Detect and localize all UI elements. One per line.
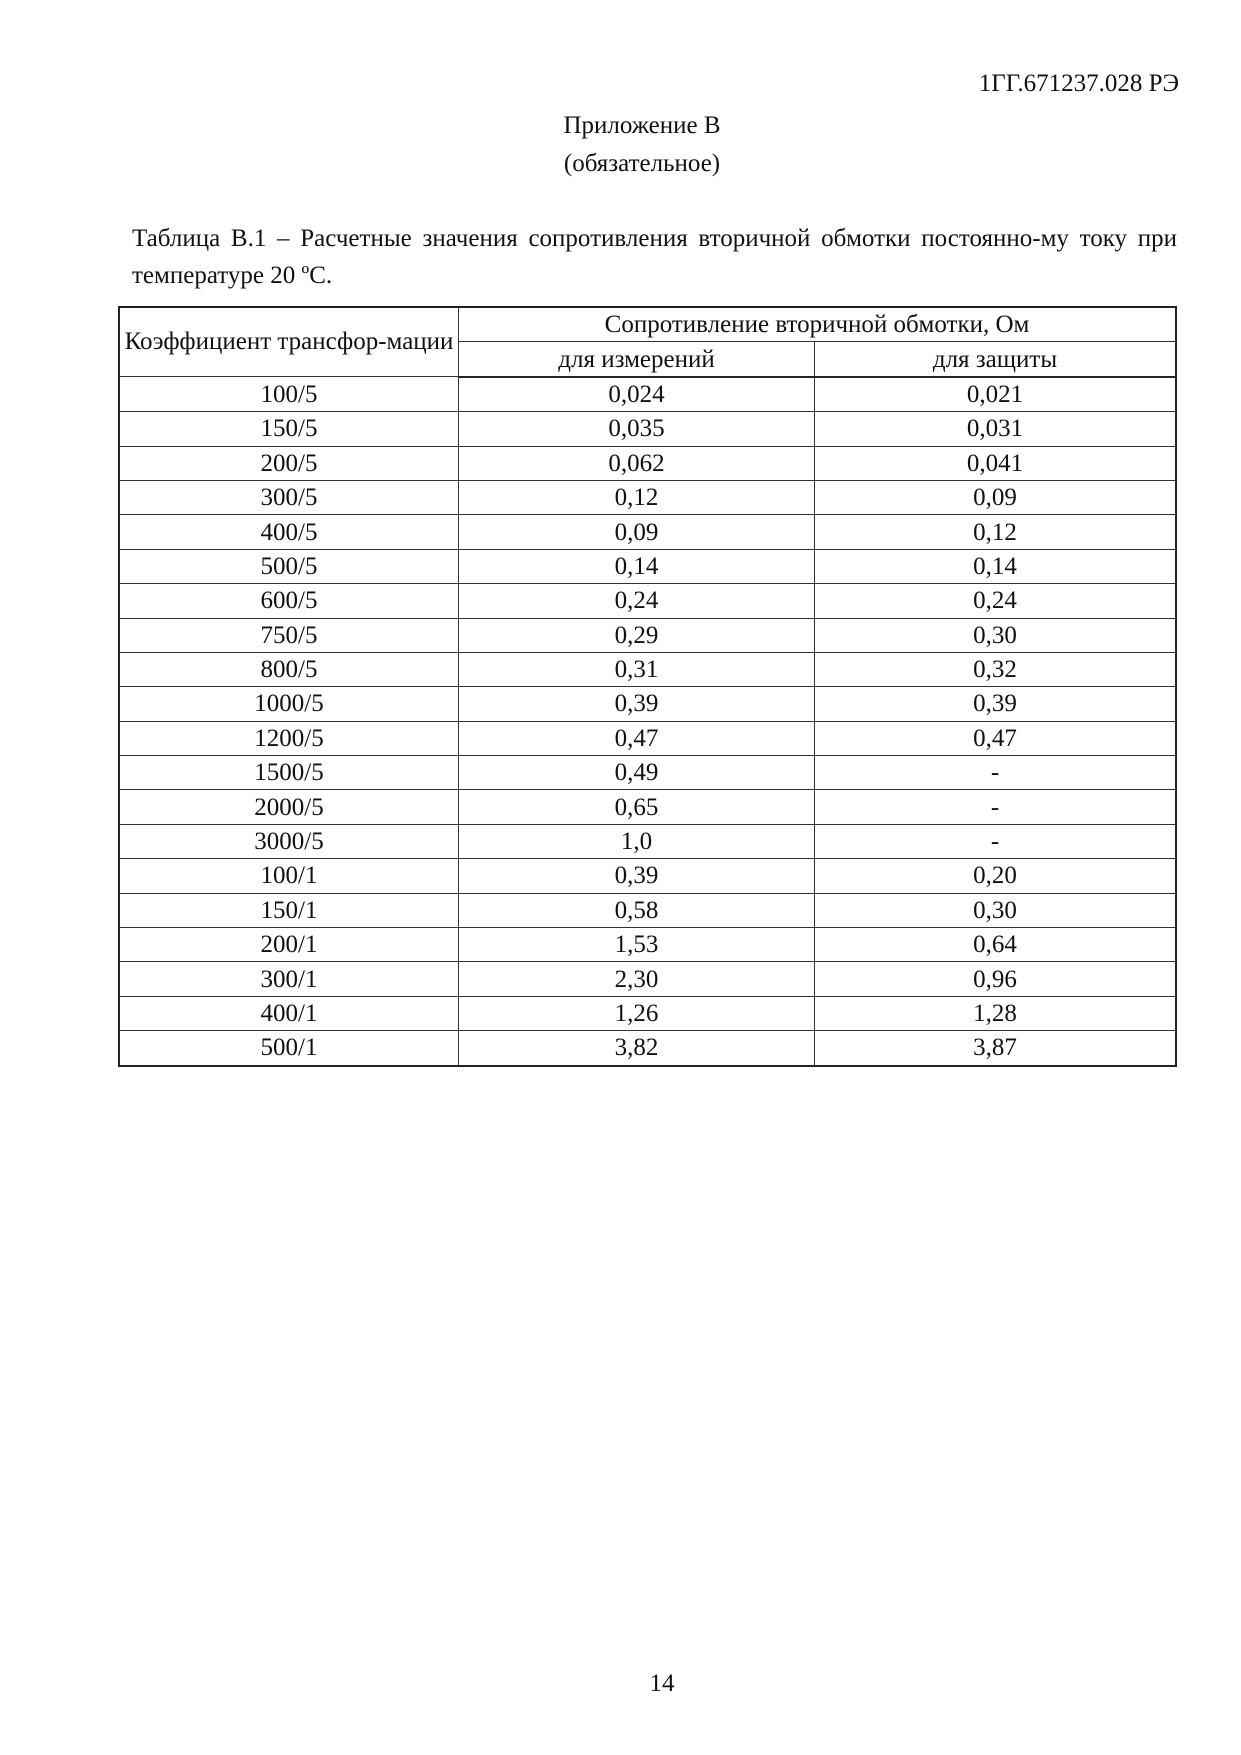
cell-measurement: 0,035 [458, 411, 815, 447]
resistance-table: Коэффициент трансфор-мации Сопротивление… [118, 306, 1177, 1067]
cell-protection: 0,031 [814, 411, 1177, 447]
cell-ratio: 750/5 [118, 617, 459, 653]
table-row: 500/1 3,82 3,87 [118, 1030, 1177, 1067]
table-row: 1200/5 0,47 0,47 [118, 720, 1177, 757]
column-header-protection: для защиты [814, 341, 1177, 378]
cell-measurement: 0,024 [458, 376, 815, 413]
table-row: 3000/5 1,0- [118, 823, 1177, 860]
cell-measurement: 1,0 [458, 823, 815, 860]
cell-protection: 0,14 [814, 548, 1177, 585]
cell-measurement: 0,24 [458, 583, 815, 619]
cell-measurement: 0,29 [458, 617, 815, 653]
table-row: 300/1 2,30 0,96 [118, 961, 1177, 997]
cell-protection: - [814, 823, 1177, 860]
cell-ratio: 800/5 [118, 651, 459, 688]
cell-ratio: 500/1 [118, 1030, 459, 1067]
cell-ratio: 1000/5 [118, 686, 459, 722]
table-row: 150/5 0,035 0,031 [118, 411, 1177, 447]
cell-protection: 0,30 [814, 617, 1177, 653]
cell-protection: 3,87 [814, 1030, 1177, 1067]
column-header-ratio: Коэффициент трансфор-мации [118, 306, 459, 378]
column-group-header-resistance: Сопротивление вторичной обмотки, Ом [458, 306, 1177, 343]
cell-measurement: 0,09 [458, 514, 815, 550]
cell-protection: 0,96 [814, 961, 1177, 997]
cell-ratio: 1500/5 [118, 755, 459, 791]
table-row: 100/5 0,024 0,021 [118, 376, 1177, 413]
column-header-measurement: для измерений [458, 341, 815, 378]
cell-measurement: 0,47 [458, 720, 815, 757]
cell-measurement: 0,14 [458, 548, 815, 585]
cell-protection: 0,041 [814, 445, 1177, 481]
cell-ratio: 3000/5 [118, 823, 459, 860]
cell-measurement: 2,30 [458, 961, 815, 997]
cell-protection: 0,09 [814, 479, 1177, 516]
cell-ratio: 2000/5 [118, 789, 459, 825]
cell-ratio: 150/5 [118, 411, 459, 447]
table-row: 100/1 0,39 0,20 [118, 858, 1177, 894]
page-number: 14 [649, 1670, 675, 1697]
table-row: 2000/5 0,65- [118, 789, 1177, 825]
cell-ratio: 1200/5 [118, 720, 459, 757]
cell-measurement: 0,65 [458, 789, 815, 825]
document-code: 1ГГ.671237.028 РЭ [978, 70, 1179, 97]
cell-ratio: 100/1 [118, 858, 459, 894]
cell-protection: 1,28 [814, 995, 1177, 1032]
cell-ratio: 300/1 [118, 961, 459, 997]
cell-protection: - [814, 789, 1177, 825]
table-row: 1500/5 0,49- [118, 755, 1177, 791]
table-row: 200/5 0,062 0,041 [118, 445, 1177, 481]
table-row: 150/1 0,58 0,30 [118, 892, 1177, 929]
cell-protection: 0,12 [814, 514, 1177, 550]
table-row: 500/5 0,14 0,14 [118, 548, 1177, 585]
cell-measurement: 0,12 [458, 479, 815, 516]
cell-ratio: 600/5 [118, 583, 459, 619]
cell-ratio: 200/1 [118, 927, 459, 963]
table-row: 800/5 0,31 0,32 [118, 651, 1177, 688]
cell-protection: - [814, 755, 1177, 791]
cell-protection: 0,39 [814, 686, 1177, 722]
cell-ratio: 400/5 [118, 514, 459, 550]
cell-measurement: 0,39 [458, 686, 815, 722]
table-row: 600/5 0,24 0,24 [118, 583, 1177, 619]
table-caption: Таблица В.1 – Расчетные значения сопроти… [132, 225, 1177, 289]
cell-protection: 0,021 [814, 376, 1177, 413]
cell-measurement: 0,58 [458, 892, 815, 929]
cell-ratio: 150/1 [118, 892, 459, 929]
cell-measurement: 1,26 [458, 995, 815, 1032]
cell-protection: 0,64 [814, 927, 1177, 963]
cell-measurement: 3,82 [458, 1030, 815, 1067]
appendix-title: Приложение В [563, 112, 721, 139]
cell-ratio: 500/5 [118, 548, 459, 585]
appendix-subtitle: (обязательное) [563, 150, 721, 177]
table-body: 100/5 0,024 0,021 150/5 0,035 0,031 200/5 0,062… [118, 376, 1177, 1067]
cell-ratio: 300/5 [118, 479, 459, 516]
cell-measurement: 1,53 [458, 927, 815, 963]
cell-protection: 0,32 [814, 651, 1177, 688]
cell-measurement: 0,31 [458, 651, 815, 688]
cell-measurement: 0,062 [458, 445, 815, 481]
cell-protection: 0,47 [814, 720, 1177, 757]
table-row: 1000/5 0,39 0,39 [118, 686, 1177, 722]
table-row: 400/5 0,09 0,12 [118, 514, 1177, 550]
cell-ratio: 400/1 [118, 995, 459, 1032]
cell-protection: 0,24 [814, 583, 1177, 619]
table-row: 200/1 1,53 0,64 [118, 927, 1177, 963]
cell-measurement: 0,39 [458, 858, 815, 894]
cell-ratio: 200/5 [118, 445, 459, 481]
cell-ratio: 100/5 [118, 376, 459, 413]
cell-measurement: 0,49 [458, 755, 815, 791]
table-row: 750/5 0,29 0,30 [118, 617, 1177, 653]
table-row: 400/1 1,26 1,28 [118, 995, 1177, 1032]
table-row: 300/5 0,12 0,09 [118, 479, 1177, 516]
cell-protection: 0,20 [814, 858, 1177, 894]
cell-protection: 0,30 [814, 892, 1177, 929]
